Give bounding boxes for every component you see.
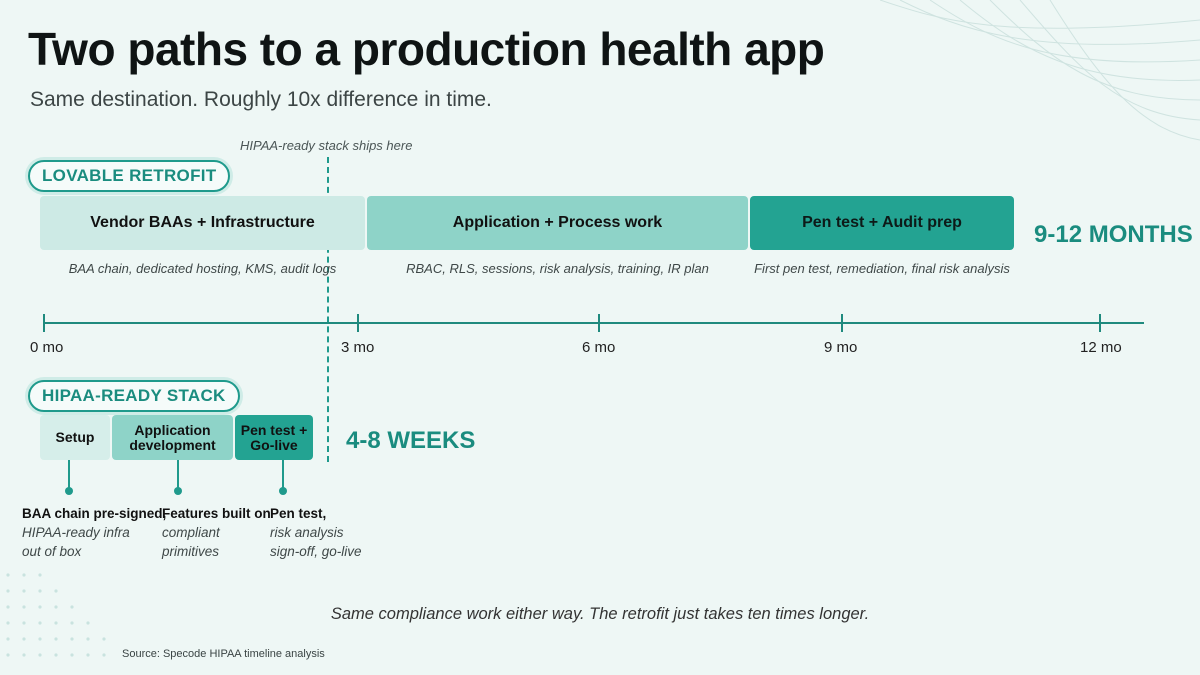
stack-phase-label: Setup (55, 429, 95, 445)
axis-tick (357, 314, 359, 332)
stack-phase-application: Application development (112, 415, 233, 460)
stack-note-application: Features built on compliant primitives (162, 504, 271, 561)
retrofit-duration: 9-12 MONTHS (1034, 221, 1193, 248)
callout-dot (65, 487, 73, 495)
note-text: risk analysis (270, 525, 344, 540)
note-text: primitives (162, 544, 220, 559)
stack-note-golive: Pen test, risk analysis sign-off, go-liv… (270, 504, 362, 561)
decorative-wave-lines (880, 0, 1200, 141)
retrofit-phase-application: Application + Process work (367, 196, 748, 250)
callout-stem (282, 460, 284, 488)
axis-tick-label: 12 mo (1080, 339, 1122, 356)
timeline-axis (44, 322, 1144, 324)
note-heading: BAA chain pre-signed, (22, 506, 167, 521)
footer-note: Same compliance work either way. The ret… (330, 605, 870, 623)
stack-phase-label: Application development (129, 421, 216, 453)
axis-tick (598, 314, 600, 332)
decorative-dot-grid (6, 573, 106, 657)
callout-stem (177, 460, 179, 488)
retrofit-pill: LOVABLE RETROFIT (28, 160, 231, 192)
callout-dot (279, 487, 287, 495)
stack-duration: 4-8 WEEKS (346, 427, 476, 454)
axis-tick (43, 314, 45, 332)
ship-marker-line (327, 157, 329, 462)
note-text: HIPAA-ready infra (22, 525, 130, 540)
stack-note-setup: BAA chain pre-signed, HIPAA-ready infra … (22, 504, 166, 561)
retrofit-phase-desc: BAA chain, dedicated hosting, KMS, audit… (68, 261, 337, 276)
callout-dot (174, 487, 182, 495)
retrofit-phase-pentest: Pen test + Audit prep (750, 196, 1014, 250)
page-title: Two paths to a production health app (28, 23, 825, 75)
axis-tick-label: 9 mo (824, 339, 858, 356)
axis-tick (1099, 314, 1101, 332)
note-heading: Features built on (162, 506, 271, 521)
axis-tick-label: 0 mo (30, 339, 64, 356)
ship-marker-label: HIPAA-ready stack ships here (240, 138, 413, 153)
stack-pill: HIPAA-READY STACK (28, 380, 240, 412)
callout-stem (68, 460, 70, 488)
note-text: out of box (22, 544, 82, 559)
stack-phase-golive: Pen test + Go-live (235, 415, 313, 460)
note-text: sign-off, go-live (270, 544, 362, 559)
axis-tick (841, 314, 843, 332)
retrofit-phase-label: Vendor BAAs + Infrastructure (90, 214, 315, 231)
retrofit-phase-label: Pen test + Audit prep (802, 214, 962, 231)
retrofit-phase-label: Application + Process work (452, 214, 663, 231)
retrofit-phase-desc: First pen test, remediation, final risk … (754, 261, 1010, 276)
page-subtitle: Same destination. Roughly 10x difference… (30, 88, 492, 111)
stack-phase-label: Pen test + Go-live (240, 421, 308, 453)
axis-tick-label: 3 mo (341, 339, 375, 356)
stack-phase-setup: Setup (40, 415, 110, 460)
source-citation: Source: Specode HIPAA timeline analysis (122, 648, 325, 660)
note-heading: Pen test, (270, 506, 327, 521)
note-text: compliant (162, 525, 220, 540)
retrofit-phase-desc: RBAC, RLS, sessions, risk analysis, trai… (406, 261, 709, 276)
axis-tick-label: 6 mo (582, 339, 616, 356)
retrofit-phase-infrastructure: Vendor BAAs + Infrastructure (40, 196, 365, 250)
